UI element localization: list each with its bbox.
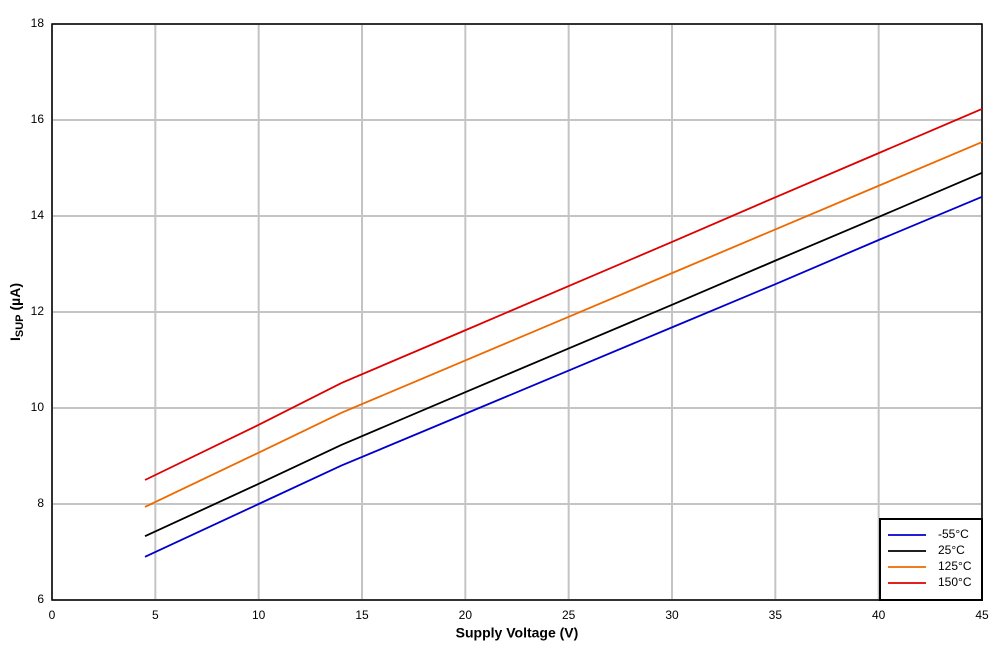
y-tick-label: 12 [31,304,45,318]
y-tick-label: 18 [31,16,45,30]
y-label-unit: (µA) [7,283,23,311]
data-line [144,195,983,558]
x-tick-label: 25 [562,608,576,622]
y-tick-label: 10 [31,400,45,414]
plot-frame [51,23,983,601]
x-tick-label: 40 [872,608,886,622]
y-label-sub: SUP [14,315,26,338]
y-label-main: I [7,337,23,341]
y-tick-label: 8 [37,496,44,510]
x-axis-label: Supply Voltage (V) [456,625,579,641]
y-tick-label: 6 [37,592,44,606]
y-tick-label: 14 [31,208,45,222]
x-tick-label: 5 [152,608,159,622]
legend-label: 150°C [938,575,972,589]
data-line [144,141,983,508]
y-tick-label: 16 [31,112,45,126]
legend-box [879,518,983,601]
x-tick-label: 20 [459,608,473,622]
legend-label: 125°C [938,559,972,573]
legend-label: 25°C [938,543,965,557]
x-tick-label: 45 [975,608,989,622]
data-line [144,171,983,537]
data-line [144,108,983,481]
legend-label: -55°C [938,527,969,541]
x-tick-label: 30 [665,608,679,622]
x-tick-label: 10 [252,608,266,622]
x-tick-label: 15 [355,608,369,622]
x-tick-label: 0 [49,608,56,622]
y-axis-label: ISUP (µA) [7,283,26,341]
x-tick-label: 35 [769,608,783,622]
